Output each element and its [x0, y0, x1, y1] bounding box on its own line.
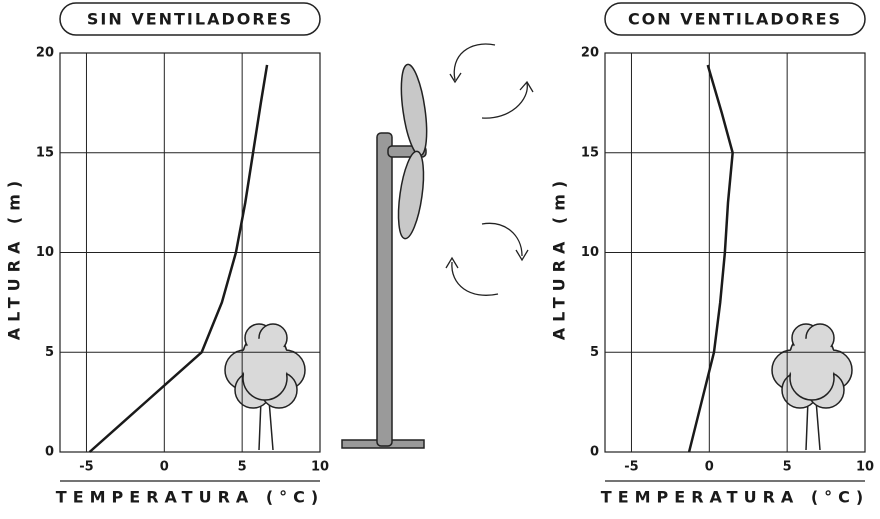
x-tick-label: 5: [783, 460, 792, 475]
y-axis-label: ALTURA (m): [5, 175, 24, 340]
tree-crown: [241, 338, 289, 386]
title-box: [59, 2, 321, 36]
tree-illustrations: [224, 323, 853, 451]
tree-trunk: [805, 399, 821, 451]
chart-title: CON VENTILADORES: [628, 10, 842, 29]
tree-trunk: [258, 399, 274, 451]
title-box: [604, 2, 866, 36]
y-tick-label: 0: [45, 445, 54, 460]
temperature-line: [687, 64, 734, 453]
chart-title: SIN VENTILADORES: [87, 10, 293, 29]
x-tick-label: 0: [160, 460, 169, 475]
y-axis-label: ALTURA (m): [550, 175, 569, 340]
tree-crown: [788, 338, 836, 386]
y-tick-label: 20: [581, 46, 599, 61]
fan-illustration: [341, 43, 534, 449]
x-tick-label: -5: [79, 460, 93, 475]
x-tick-label: 10: [856, 460, 874, 475]
x-axis-label: TEMPERATURA (°C): [56, 488, 324, 507]
x-tick-label: 10: [311, 460, 329, 475]
y-tick-label: 10: [36, 245, 54, 260]
y-tick-label: 15: [581, 145, 599, 160]
x-tick-label: 0: [705, 460, 714, 475]
y-tick-label: 0: [590, 445, 599, 460]
y-tick-label: 10: [581, 245, 599, 260]
x-tick-label: -5: [624, 460, 638, 475]
x-tick-label: 5: [238, 460, 247, 475]
y-tick-label: 20: [36, 46, 54, 61]
temperature-line: [88, 64, 269, 453]
x-axis-label: TEMPERATURA (°C): [601, 488, 869, 507]
y-tick-label: 15: [36, 145, 54, 160]
y-tick-label: 5: [590, 345, 599, 360]
y-tick-label: 5: [45, 345, 54, 360]
